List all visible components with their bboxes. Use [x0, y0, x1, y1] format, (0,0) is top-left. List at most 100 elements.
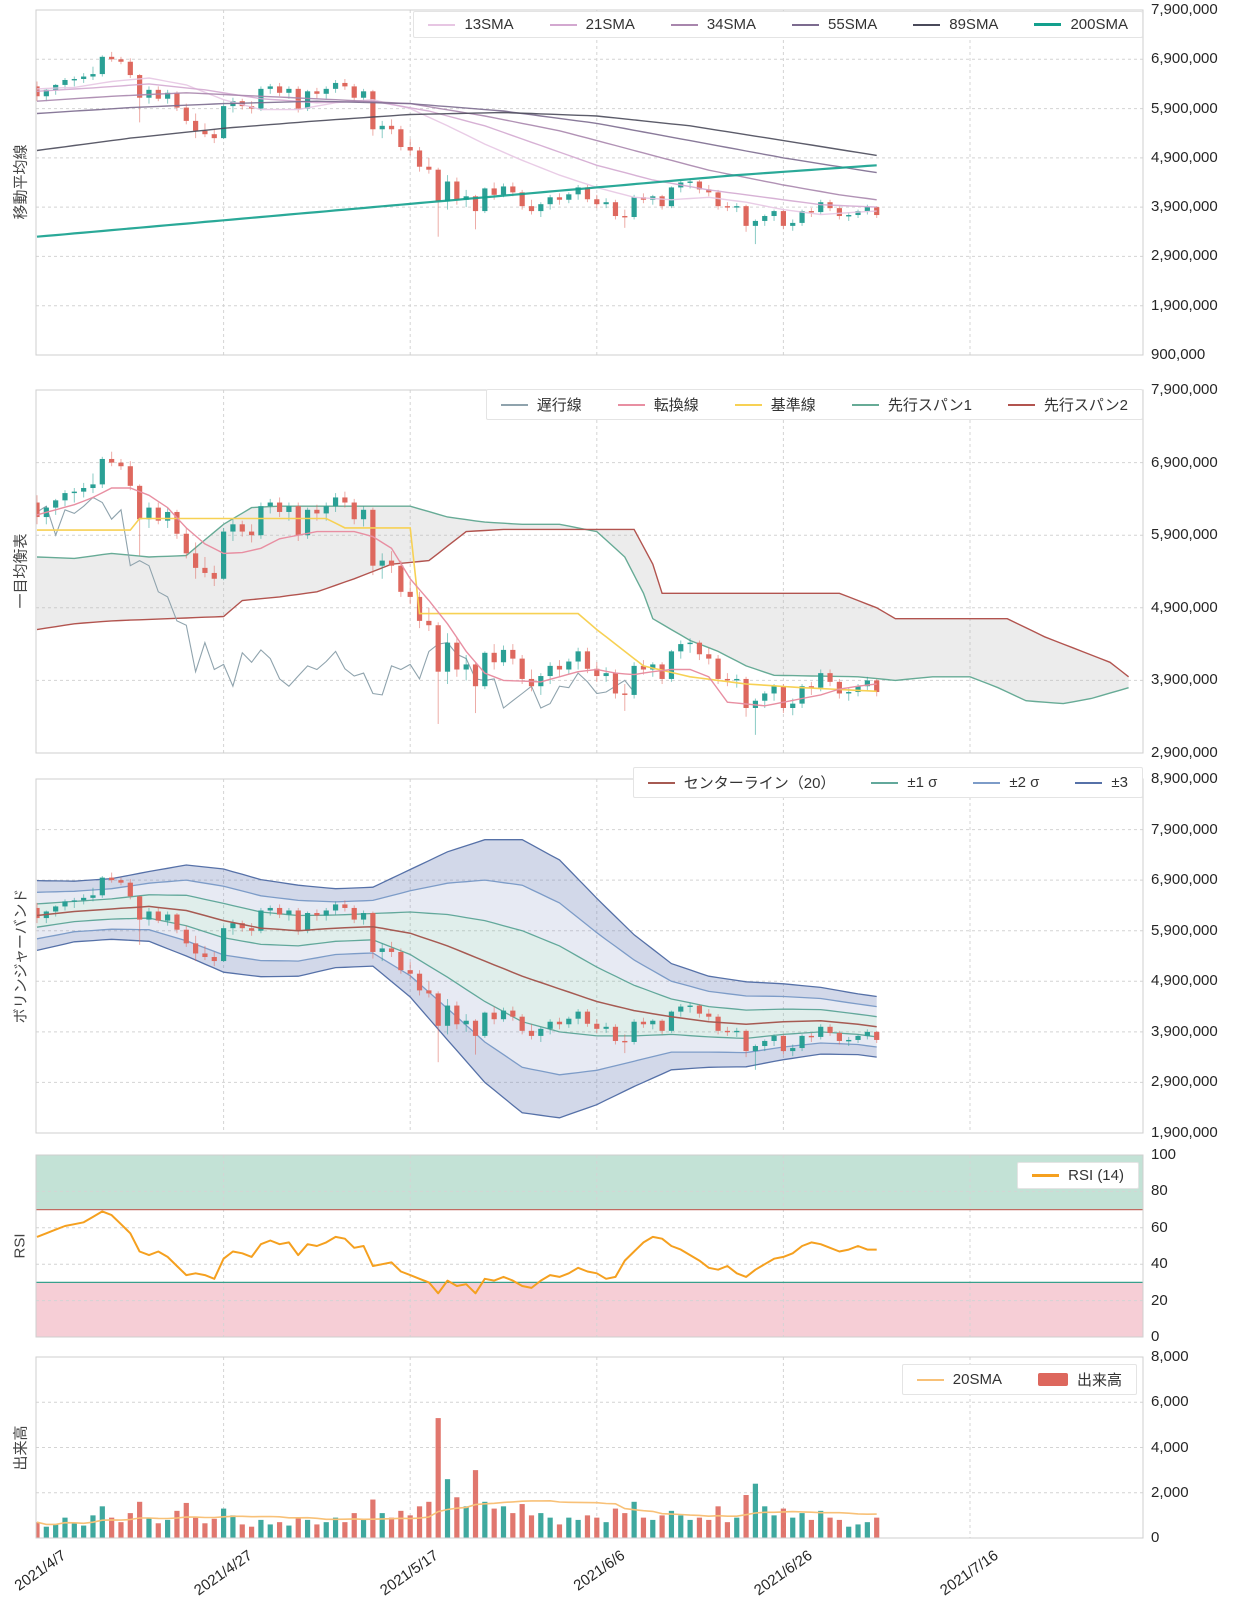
candle-body: [183, 533, 189, 554]
candle-body: [202, 567, 208, 573]
line-swatch-icon: [973, 781, 1001, 784]
candle-body: [137, 485, 143, 520]
volume-bar: [846, 1526, 852, 1538]
candle-body: [398, 129, 404, 148]
candle-body: [696, 642, 703, 655]
legend-item-label: 200SMA: [1070, 16, 1128, 33]
candle-body: [286, 88, 292, 93]
volume-bar: [678, 1515, 684, 1538]
legend-item-21SMA[interactable]: 21SMA: [549, 16, 635, 33]
volume-bar: [398, 1510, 404, 1538]
y-tick-label: 3,900,000: [1151, 198, 1218, 216]
legend-item-±2 σ[interactable]: ±2 σ: [973, 774, 1039, 791]
volume-bar: [286, 1525, 292, 1538]
candle-body: [706, 1013, 712, 1017]
candle-body: [500, 649, 507, 663]
candle-body: [407, 591, 413, 597]
candle-body: [650, 664, 656, 670]
legend-item-±1 σ[interactable]: ±1 σ: [871, 774, 937, 791]
candle-body: [547, 197, 553, 205]
candle-body: [491, 188, 497, 195]
line-swatch-icon: [1032, 1174, 1060, 1177]
volume-bar: [799, 1513, 805, 1538]
candle-body: [323, 506, 329, 514]
legend-item-センターライン（20）[interactable]: センターライン（20）: [647, 772, 836, 793]
candle-body: [528, 1030, 535, 1036]
candle-body: [790, 222, 796, 226]
candle-body: [463, 1020, 469, 1025]
legend-ichimoku: 遅行線 転換線 基準線 先行スパン1 先行スパン2: [485, 389, 1143, 420]
legend-item-34SMA[interactable]: 34SMA: [670, 16, 756, 33]
legend-item-先行スパン1[interactable]: 先行スパン1: [851, 394, 972, 415]
legend-item-89SMA[interactable]: 89SMA: [913, 16, 998, 33]
panel-title-volume: 出来高: [12, 1425, 30, 1471]
legend-item-出来高[interactable]: 出来高: [1037, 1369, 1122, 1390]
candle-body: [622, 693, 628, 695]
candle-body: [109, 877, 115, 881]
y-tick-label: 8,000: [1151, 1348, 1189, 1365]
candle-body: [575, 651, 581, 662]
candle-body: [687, 181, 693, 183]
volume-bar: [435, 1418, 441, 1538]
candle-body: [584, 187, 591, 200]
volume-bar: [659, 1515, 665, 1538]
candle-body: [472, 1020, 479, 1036]
volume-bar: [622, 1513, 628, 1538]
candle-body: [510, 649, 516, 659]
candle-body: [370, 913, 376, 952]
candle-body: [398, 951, 404, 971]
legend-item-遅行線[interactable]: 遅行線: [500, 394, 582, 415]
candle-body: [799, 686, 805, 704]
candle-body: [594, 668, 600, 677]
candle-body: [379, 125, 385, 130]
legend-item-20SMA[interactable]: 20SMA: [916, 1371, 1002, 1388]
candle-body: [286, 910, 292, 915]
legend-item-label: センターライン（20）: [683, 775, 836, 792]
y-tick-label: 7,900,000: [1151, 381, 1218, 398]
candle-body: [799, 211, 805, 223]
candle-body: [762, 1040, 768, 1047]
legend-item-label: 20SMA: [952, 1371, 1002, 1388]
y-tick-label: 6,900,000: [1151, 453, 1218, 471]
overlay-200SMA: [36, 164, 877, 238]
y-tick-label: 6,000: [1151, 1393, 1189, 1411]
candle-body: [808, 1035, 814, 1038]
legend-item-RSI (14)[interactable]: RSI (14): [1032, 1167, 1124, 1184]
legend-item-基準線[interactable]: 基準線: [734, 394, 816, 415]
candle-body: [547, 1021, 553, 1029]
volume-bar: [71, 1523, 77, 1538]
y-tick-label: 5,900,000: [1151, 526, 1218, 544]
legend-item-13SMA[interactable]: 13SMA: [428, 16, 514, 33]
candle-body: [594, 199, 600, 205]
volume-bar: [426, 1501, 432, 1538]
candle-body: [267, 502, 273, 507]
candle-body: [137, 896, 143, 920]
candle-body: [864, 680, 870, 687]
legend-item-label: ±3: [1111, 774, 1128, 791]
legend-item-200SMA[interactable]: 200SMA: [1034, 16, 1128, 33]
y-tick-label: 80: [1151, 1182, 1168, 1200]
volume-bar: [127, 1513, 133, 1538]
center-line: [36, 905, 877, 1028]
candle-body: [472, 664, 479, 687]
candle-body: [221, 928, 227, 962]
legend-item-先行スパン2[interactable]: 先行スパン2: [1007, 394, 1128, 415]
legend-item-label: 転換線: [653, 397, 699, 414]
candle-body: [612, 1026, 619, 1041]
candle-body: [435, 169, 441, 202]
candle-body: [687, 1005, 693, 1007]
chikou-line: [36, 496, 635, 709]
candle-body: [342, 904, 348, 908]
legend-item-±3[interactable]: ±3: [1075, 774, 1128, 791]
candle-body: [715, 658, 721, 679]
rsi-line: [36, 1210, 877, 1295]
volume-bar: [519, 1504, 525, 1538]
legend-item-55SMA[interactable]: 55SMA: [792, 16, 877, 33]
candle-body: [780, 1035, 786, 1052]
candle-body: [183, 929, 189, 944]
candle-body: [556, 197, 563, 200]
candle-body: [603, 673, 609, 677]
candle-body: [668, 1011, 675, 1031]
legend-item-転換線[interactable]: 転換線: [617, 394, 699, 415]
